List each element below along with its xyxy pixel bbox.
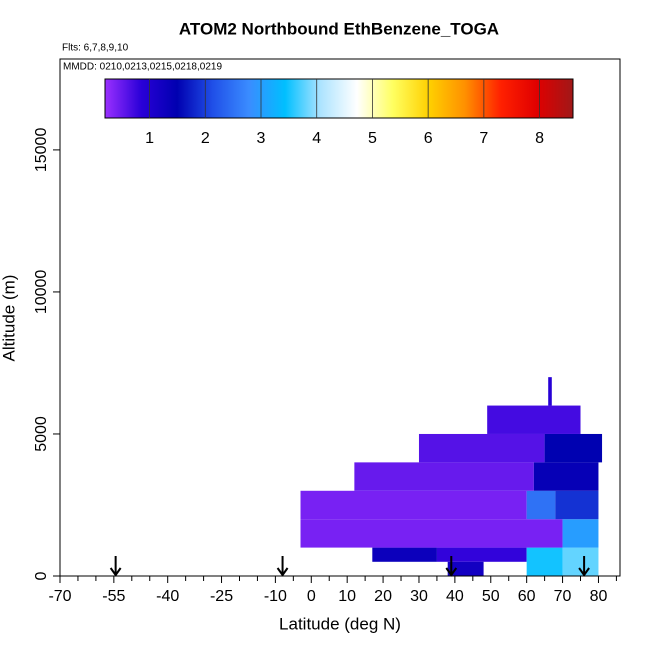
flight-arrow [109,556,122,577]
x-tick-label: 20 [374,588,392,605]
colorbar [104,78,574,119]
colorbar-tick-label: 6 [424,130,433,147]
colorbar-tick-label: 1 [145,130,154,147]
cell [555,490,599,520]
y-tick-label: 15000 [33,128,50,173]
colorbar-tick-label: 2 [201,130,210,147]
plot-area [300,377,603,576]
x-tick-label: 60 [518,588,536,605]
annotation: Flts: 6,7,8,9,10 [62,43,129,54]
x-tick-label: 70 [554,588,572,605]
x-tick-label: -55 [102,588,125,605]
y-axis-label: Altitude (m) [0,275,18,362]
cell [418,433,545,463]
cell [526,490,556,520]
flight-arrow [276,556,289,577]
cell [372,547,437,562]
x-tick-label: 40 [446,588,464,605]
x-tick-label: 80 [590,588,608,605]
cell [300,519,563,548]
colorbar-tick-label: 7 [479,130,488,147]
x-tick-label: 30 [410,588,428,605]
cell [436,547,527,562]
cell [300,490,527,520]
cell [562,547,599,576]
x-tick-label: -40 [156,588,179,605]
colorbar-tick-label: 4 [312,130,321,147]
colorbar-tick-label: 5 [368,130,377,147]
flight-arrow [578,556,590,577]
x-tick-label: 50 [482,588,500,605]
x-tick-label: -70 [48,588,71,605]
x-axis-label: Latitude (deg N) [279,614,401,633]
y-tick-label: 0 [33,571,50,580]
cell [533,462,599,491]
annotation: MMDD: 0210,0213,0215,0218,0219 [63,62,222,73]
cell [544,433,603,463]
flight-arrow [445,556,458,577]
cell [354,462,534,491]
x-tick-label: 0 [307,588,316,605]
cell [562,519,599,548]
y-tick-label: 5000 [33,416,50,452]
x-tick-label: 10 [338,588,356,605]
cell [526,547,563,576]
x-tick-label: -25 [210,588,233,605]
plot-frame [59,58,621,577]
y-tick-label: 10000 [33,270,50,315]
x-tick-label: -10 [264,588,287,605]
cell [487,405,581,434]
colorbar-tick-label: 3 [257,130,266,147]
cell [548,377,552,406]
cell [447,561,484,576]
chart-title: ATOM2 Northbound EthBenzene_TOGA [179,19,499,38]
colorbar-tick-label: 8 [535,130,544,147]
